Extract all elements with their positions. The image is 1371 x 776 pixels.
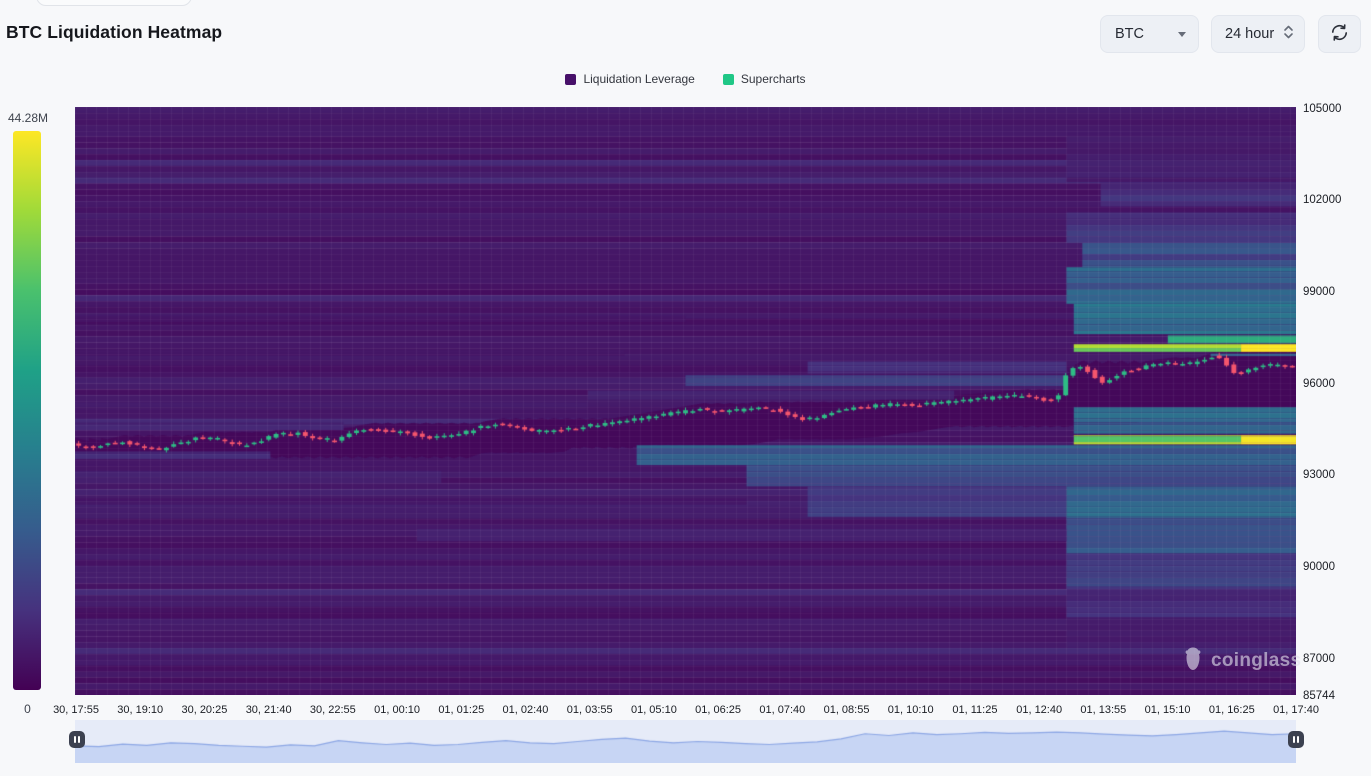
x-axis-tick: 01, 01:25 xyxy=(438,704,485,716)
symbol-select[interactable]: BTC xyxy=(1100,15,1199,53)
x-axis-tick: 30, 22:55 xyxy=(309,704,356,716)
legend-swatch-purple xyxy=(565,73,577,85)
top-partial-tab[interactable] xyxy=(36,0,192,6)
x-axis-tick: 30, 20:25 xyxy=(181,704,228,716)
x-axis-tick: 01, 05:10 xyxy=(630,704,677,716)
x-axis-tick: 30, 19:10 xyxy=(117,704,164,716)
y-axis-tick: 87000 xyxy=(1303,653,1335,665)
interval-select[interactable]: 24 hour xyxy=(1211,15,1305,53)
chevron-down-icon xyxy=(1178,31,1186,37)
x-axis-tick: 01, 06:25 xyxy=(695,704,742,716)
colorbar-max-label: 44.28M xyxy=(8,111,49,125)
y-axis-tick: 90000 xyxy=(1303,561,1335,573)
x-axis-tick: 30, 21:40 xyxy=(245,704,292,716)
legend-label: Supercharts xyxy=(740,72,806,86)
liquidation-heatmap-canvas[interactable] xyxy=(75,107,1296,695)
colorbar-gradient xyxy=(13,131,41,690)
x-axis-tick: 01, 08:55 xyxy=(823,704,870,716)
y-axis-tick: 93000 xyxy=(1303,469,1335,481)
x-axis-tick: 01, 15:10 xyxy=(1144,704,1191,716)
refresh-button[interactable] xyxy=(1318,15,1361,53)
legend-label: Liquidation Leverage xyxy=(583,72,695,86)
x-axis-tick: 01, 02:40 xyxy=(502,704,549,716)
navigator-area-chart[interactable] xyxy=(75,720,1296,763)
symbol-select-value: BTC xyxy=(1115,26,1144,42)
x-axis-tick: 01, 00:10 xyxy=(374,704,420,716)
x-axis-tick: 01, 10:10 xyxy=(887,704,934,716)
colorbar-min-label: 0 xyxy=(24,702,31,716)
y-axis-tick: 105000 xyxy=(1303,103,1342,115)
x-axis-tick: 01, 16:25 xyxy=(1208,704,1255,716)
y-axis-tick: 96000 xyxy=(1303,378,1335,390)
interval-select-value: 24 hour xyxy=(1225,26,1275,42)
refresh-icon xyxy=(1330,23,1349,46)
navigator-track[interactable] xyxy=(75,720,1296,763)
x-axis-tick: 01, 11:25 xyxy=(952,704,998,716)
x-axis-tick: 01, 17:40 xyxy=(1273,704,1319,716)
x-axis-tick: 01, 13:55 xyxy=(1080,704,1127,716)
navigator-right-handle[interactable] xyxy=(1288,731,1304,748)
chart-legend: Liquidation Leverage Supercharts xyxy=(0,72,1371,86)
legend-swatch-green xyxy=(722,73,734,85)
navigator-left-handle[interactable] xyxy=(69,731,85,748)
x-axis-tick: 30, 17:55 xyxy=(53,704,99,716)
y-axis-tick: 99000 xyxy=(1303,286,1335,298)
legend-item-liquidation-leverage[interactable]: Liquidation Leverage xyxy=(565,72,695,86)
x-axis-tick: 01, 12:40 xyxy=(1016,704,1063,716)
chevron-up-down-icon xyxy=(1283,24,1294,44)
x-axis-tick: 01, 07:40 xyxy=(759,704,806,716)
y-axis-tick: 85744 xyxy=(1303,690,1335,702)
x-axis-tick: 01, 03:55 xyxy=(566,704,613,716)
y-axis-tick: 102000 xyxy=(1303,194,1342,206)
legend-item-supercharts[interactable]: Supercharts xyxy=(722,72,806,86)
page-title: BTC Liquidation Heatmap xyxy=(6,22,223,42)
